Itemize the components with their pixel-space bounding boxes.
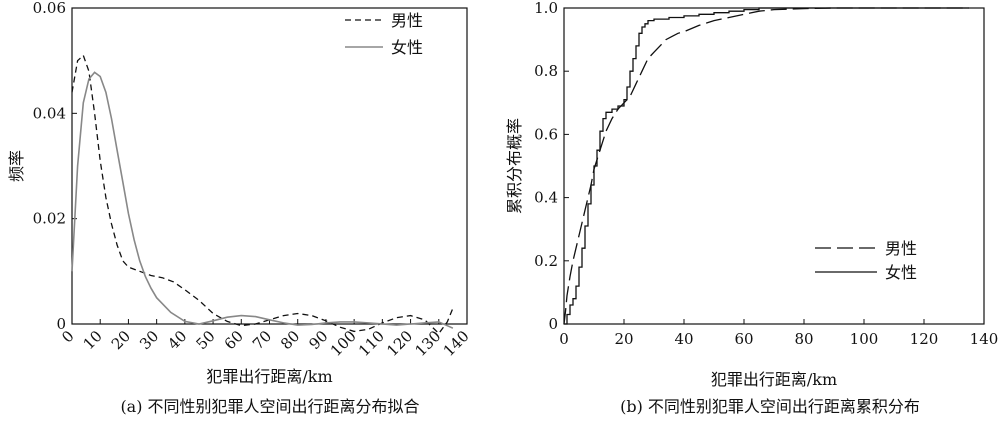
panel-b-x-axis-label: 犯罪出行距离/km xyxy=(711,370,837,389)
panel-a-legend: 男性 女性 xyxy=(345,11,423,57)
panel-b-x-tick-label: 0 xyxy=(559,330,569,348)
panel-b-y-tick-label: 0.6 xyxy=(534,125,558,143)
panel-b-series-line-male xyxy=(563,7,969,325)
panel-a-series-line-female xyxy=(71,71,454,329)
panel-a-x-tick-label: 20 xyxy=(108,327,134,353)
panel-a-x-tick-label: 10 xyxy=(80,327,106,353)
panel-b-legend-label-male: 男性 xyxy=(885,239,917,258)
panel-a-x-tick-label: 50 xyxy=(192,327,218,353)
panel-b-y-tick-label: 0.8 xyxy=(534,62,558,80)
panel-a-caption: (a) 不同性别犯罪人空间出行距离分布拟合 xyxy=(120,397,419,416)
panel-a-x-tick-label: 40 xyxy=(164,327,190,353)
panel-a-x-tick-label: 120 xyxy=(383,327,416,360)
panel-b-x-tick-label: 80 xyxy=(794,330,813,348)
panel-b-series-line-female xyxy=(564,7,969,325)
panel-a-x-axis-label: 犯罪出行距离/km xyxy=(206,367,332,386)
panel-a-x-tick-label: 60 xyxy=(221,327,247,353)
panel-a-series-line-male xyxy=(71,54,454,335)
panel-b-legend-label-female: 女性 xyxy=(885,263,917,282)
panel-b-y-tick-label: 0 xyxy=(548,315,558,333)
panel-a-x-tick-label: 110 xyxy=(355,327,388,360)
panel-a-legend-label-female: 女性 xyxy=(391,38,423,57)
panel-a-x-tick-label: 140 xyxy=(440,327,473,360)
panel-b-legend: 男性 女性 xyxy=(815,239,917,282)
panel-b-ticks: 0 20 40 60 80 100 120 140 0 0.2 0.4 0.6 0.8 1.0 xyxy=(534,0,998,348)
panel-b-x-tick-label: 100 xyxy=(850,330,879,348)
panel-b-series xyxy=(563,7,969,325)
panel-a-y-tick-label: 0.04 xyxy=(33,104,66,122)
panel-a-x-tick-label: 70 xyxy=(249,327,275,353)
panel-a-x-tick-label: 80 xyxy=(277,327,303,353)
panel-b-x-tick-label: 120 xyxy=(910,330,939,348)
panel-a-y-tick-label: 0 xyxy=(56,315,66,333)
panel-a-x-tick-label: 130 xyxy=(411,327,444,360)
panel-a-y-tick-label: 0.02 xyxy=(33,210,66,228)
panel-a-x-tick-label: 30 xyxy=(136,327,162,353)
panel-b-x-tick-label: 60 xyxy=(734,330,753,348)
panel-b-cumulative-chart: 0 20 40 60 80 100 120 140 0 0.2 0.4 0.6 0.8 1.0 累积分布概… xyxy=(505,0,998,416)
panel-b-y-tick-label: 0.4 xyxy=(534,189,558,207)
panel-b-x-tick-label: 140 xyxy=(970,330,999,348)
panel-b-plot-frame xyxy=(563,7,985,325)
panel-b-y-tick-label: 0.2 xyxy=(534,252,558,270)
panel-b-y-axis-label: 累积分布概率 xyxy=(505,118,524,214)
panel-a-y-axis-label: 频率 xyxy=(7,150,26,182)
panel-b-y-tick-label: 1.0 xyxy=(534,0,558,17)
panel-a-series xyxy=(71,54,454,335)
panel-b-caption: (b) 不同性别犯罪人空间出行距离累积分布 xyxy=(620,397,920,416)
panel-a-legend-label-male: 男性 xyxy=(391,11,423,30)
panel-a-y-tick-label: 0.06 xyxy=(33,0,66,17)
panel-b-x-tick-label: 20 xyxy=(614,330,633,348)
panel-b-x-tick-label: 40 xyxy=(674,330,693,348)
panel-a-density-chart: 0 10 20 30 40 50 60 70 80 9010011012013014000.020… xyxy=(7,0,473,416)
